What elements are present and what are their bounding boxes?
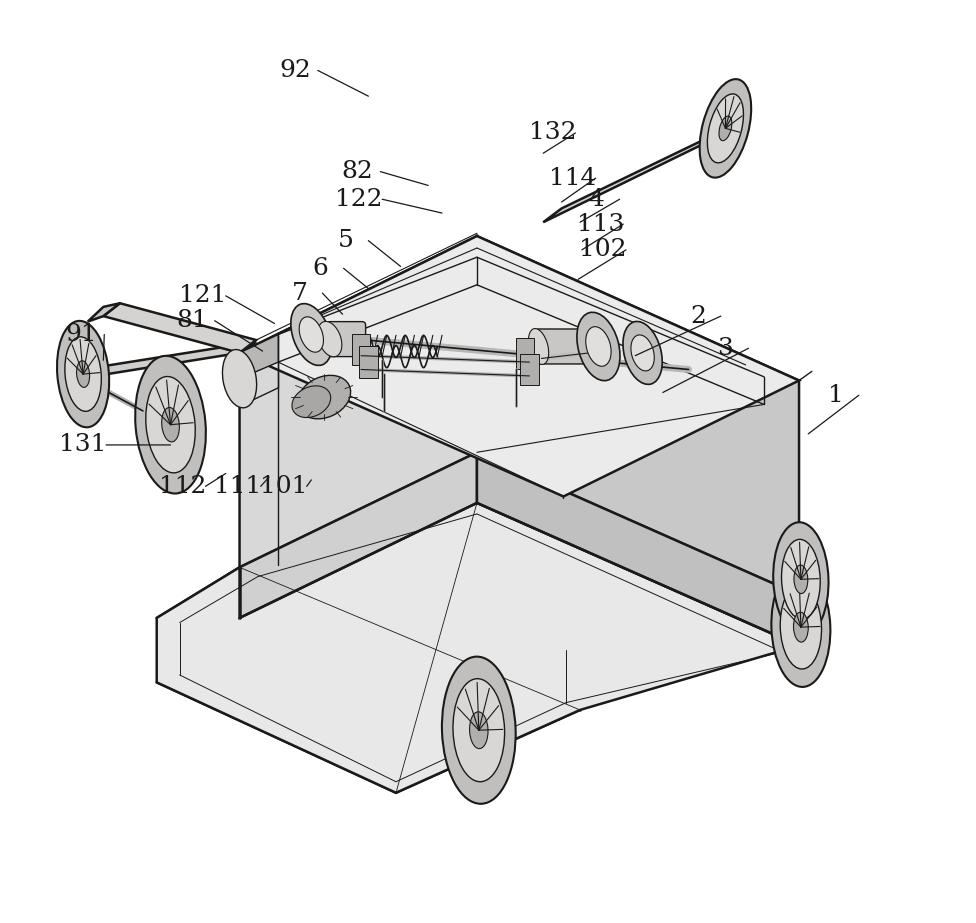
FancyBboxPatch shape <box>520 354 539 385</box>
Polygon shape <box>544 128 727 222</box>
Text: 91: 91 <box>65 323 97 346</box>
Text: 122: 122 <box>336 187 383 210</box>
Ellipse shape <box>64 337 102 412</box>
Ellipse shape <box>145 377 195 473</box>
Text: 5: 5 <box>338 229 353 252</box>
Ellipse shape <box>793 612 808 642</box>
Polygon shape <box>477 236 799 595</box>
FancyBboxPatch shape <box>535 329 597 364</box>
Ellipse shape <box>453 678 505 782</box>
Text: 102: 102 <box>580 238 627 261</box>
Ellipse shape <box>708 94 744 162</box>
Polygon shape <box>78 342 256 378</box>
Ellipse shape <box>292 386 331 417</box>
Ellipse shape <box>317 321 342 357</box>
Text: 113: 113 <box>577 212 624 235</box>
Ellipse shape <box>773 522 829 636</box>
Text: 131: 131 <box>60 434 106 457</box>
Text: 2: 2 <box>690 305 706 328</box>
Ellipse shape <box>623 321 663 384</box>
Ellipse shape <box>793 565 808 593</box>
Polygon shape <box>103 304 256 353</box>
Text: 92: 92 <box>279 59 310 82</box>
Ellipse shape <box>719 116 732 140</box>
Polygon shape <box>239 236 477 568</box>
Polygon shape <box>239 236 799 497</box>
Text: 112: 112 <box>159 474 206 497</box>
Polygon shape <box>477 452 799 645</box>
Text: 3: 3 <box>717 337 733 360</box>
Text: 82: 82 <box>342 160 373 183</box>
Ellipse shape <box>700 79 752 177</box>
FancyBboxPatch shape <box>515 338 534 369</box>
Ellipse shape <box>162 407 180 442</box>
Text: 101: 101 <box>260 474 307 497</box>
Text: 114: 114 <box>549 166 596 189</box>
FancyBboxPatch shape <box>326 321 366 356</box>
Ellipse shape <box>223 350 257 408</box>
FancyBboxPatch shape <box>359 346 378 378</box>
Polygon shape <box>239 452 477 617</box>
Polygon shape <box>239 334 278 378</box>
Ellipse shape <box>57 321 109 427</box>
Ellipse shape <box>298 376 350 419</box>
Ellipse shape <box>586 327 611 366</box>
Text: 1: 1 <box>828 384 843 407</box>
Ellipse shape <box>300 317 323 353</box>
Ellipse shape <box>135 356 206 494</box>
Ellipse shape <box>771 568 831 687</box>
Text: 7: 7 <box>292 282 307 305</box>
Ellipse shape <box>630 335 654 371</box>
Ellipse shape <box>76 361 90 388</box>
Ellipse shape <box>780 585 822 669</box>
Text: 6: 6 <box>312 257 329 280</box>
Ellipse shape <box>442 656 515 804</box>
Ellipse shape <box>782 539 820 619</box>
Ellipse shape <box>469 712 488 749</box>
Text: 111: 111 <box>214 474 262 497</box>
Text: 4: 4 <box>589 187 604 210</box>
Ellipse shape <box>529 329 549 365</box>
Text: 81: 81 <box>176 309 208 332</box>
FancyBboxPatch shape <box>351 333 370 365</box>
Polygon shape <box>88 304 120 321</box>
Text: 121: 121 <box>179 284 226 307</box>
Ellipse shape <box>291 304 332 366</box>
Polygon shape <box>157 503 799 793</box>
Text: 132: 132 <box>529 122 576 145</box>
Ellipse shape <box>577 312 620 380</box>
